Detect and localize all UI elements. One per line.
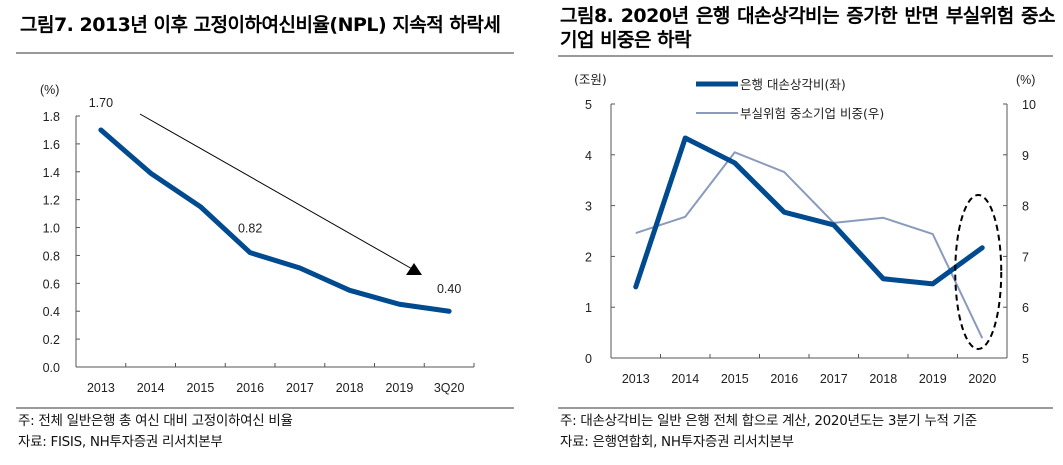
y-tick-label: 0.4 — [43, 305, 60, 319]
data-label: 0.82 — [238, 222, 262, 236]
npl-figure-panel: 그림7. 2013년 이후 고정이하여신비율(NPL) 지속적 하락세 (%) 0… — [0, 0, 520, 465]
x-tick-label: 2017 — [286, 381, 314, 395]
left-y-axis-unit-label: (조원) — [574, 72, 607, 87]
x-tick-label: 2015 — [186, 381, 214, 395]
x-tick-label: 2016 — [236, 381, 264, 395]
figure-note: 주: 대손상각비는 일반 은행 전체 합으로 계산, 2020년도는 3분기 누… — [560, 413, 977, 429]
right-y-tick-label: 9 — [1022, 149, 1029, 163]
figure-source: 자료: 은행연합회, NH투자증권 리서치본부 — [560, 434, 794, 450]
legend-label-sme-ratio: 부실위험 중소기업 비중(우) — [740, 106, 884, 121]
y-tick-label: 0.0 — [43, 361, 60, 375]
left-y-tick-label: 1 — [585, 301, 592, 315]
x-tick-label: 3Q20 — [434, 381, 465, 395]
figure-title: 그림7. 2013년 이후 고정이하여신비율(NPL) 지속적 하락세 — [20, 14, 501, 36]
x-tick-label: 2014 — [137, 381, 165, 395]
data-label: 0.40 — [437, 282, 461, 296]
left-y-tick-label: 2 — [585, 250, 592, 264]
right-y-tick-label: 6 — [1022, 301, 1029, 315]
y-tick-label: 0.8 — [43, 249, 60, 263]
data-label: 1.70 — [89, 96, 113, 110]
x-tick-label: 2013 — [622, 372, 650, 386]
npl-line-chart: (%) 0.0 0.2 0.4 0.6 0.8 1.0 1.2 1.4 1.6 1.8 2013 201… — [40, 83, 475, 395]
highlight-ellipse — [954, 194, 1003, 350]
writeoff-series-line — [633, 135, 985, 290]
figure-note: 주: 전체 일반은행 총 여신 대비 고정이하여신 비율 — [18, 413, 293, 429]
x-tick-label: 2020 — [968, 372, 996, 386]
note-divider — [558, 407, 1053, 409]
y-tick-label: 0.2 — [43, 333, 60, 347]
y-tick-label: 1.8 — [43, 110, 60, 124]
right-y-tick-label: 5 — [1022, 352, 1029, 366]
left-y-tick-label: 3 — [585, 200, 592, 214]
left-y-tick-label: 5 — [585, 98, 592, 112]
title-divider — [558, 55, 1053, 57]
right-y-tick-label: 8 — [1022, 200, 1029, 214]
x-tick-label: 2019 — [385, 381, 413, 395]
npl-series-line — [98, 127, 452, 314]
right-y-axis-unit-label: (%) — [1016, 73, 1035, 87]
right-y-tick-label: 10 — [1022, 98, 1036, 112]
left-y-tick-label: 0 — [585, 352, 592, 366]
trend-arrow-line — [139, 113, 415, 271]
y-tick-label: 1.6 — [43, 138, 60, 152]
right-y-tick-label: 7 — [1022, 250, 1029, 264]
x-tick-label: 2015 — [721, 372, 749, 386]
x-tick-label: 2013 — [87, 381, 115, 395]
y-tick-label: 0.6 — [43, 277, 60, 291]
x-tick-label: 2018 — [336, 381, 364, 395]
y-tick-label: 1.4 — [43, 166, 60, 180]
y-tick-label: 1.0 — [43, 222, 60, 236]
title-divider — [16, 52, 514, 54]
x-tick-label: 2017 — [820, 372, 848, 386]
writeoff-dual-axis-chart: (조원) (%) 0 1 2 3 4 5 5 6 7 8 9 10 2013 2014 2015 2016 2017… — [574, 72, 1036, 386]
figure-title: 그림8. 2020년 은행 대손상각비는 증가한 반면 부실위험 중소기업 비중… — [560, 5, 1056, 51]
x-tick-label: 2014 — [671, 372, 699, 386]
sme-ratio-series-line — [635, 151, 984, 339]
figure-source: 자료: FISIS, NH투자증권 리서치본부 — [18, 434, 223, 450]
trend-arrow-head — [406, 263, 422, 275]
x-tick-label: 2016 — [770, 372, 798, 386]
legend-label-writeoff: 은행 대손상각비(좌) — [740, 77, 846, 92]
y-axis-unit-label: (%) — [40, 83, 59, 97]
x-tick-label: 2018 — [869, 372, 897, 386]
note-divider — [16, 407, 514, 409]
y-tick-label: 1.2 — [43, 194, 60, 208]
left-y-tick-label: 4 — [585, 149, 592, 163]
writeoff-figure-panel: 그림8. 2020년 은행 대손상각비는 증가한 반면 부실위험 중소기업 비중… — [540, 0, 1063, 465]
x-tick-label: 2019 — [919, 372, 947, 386]
